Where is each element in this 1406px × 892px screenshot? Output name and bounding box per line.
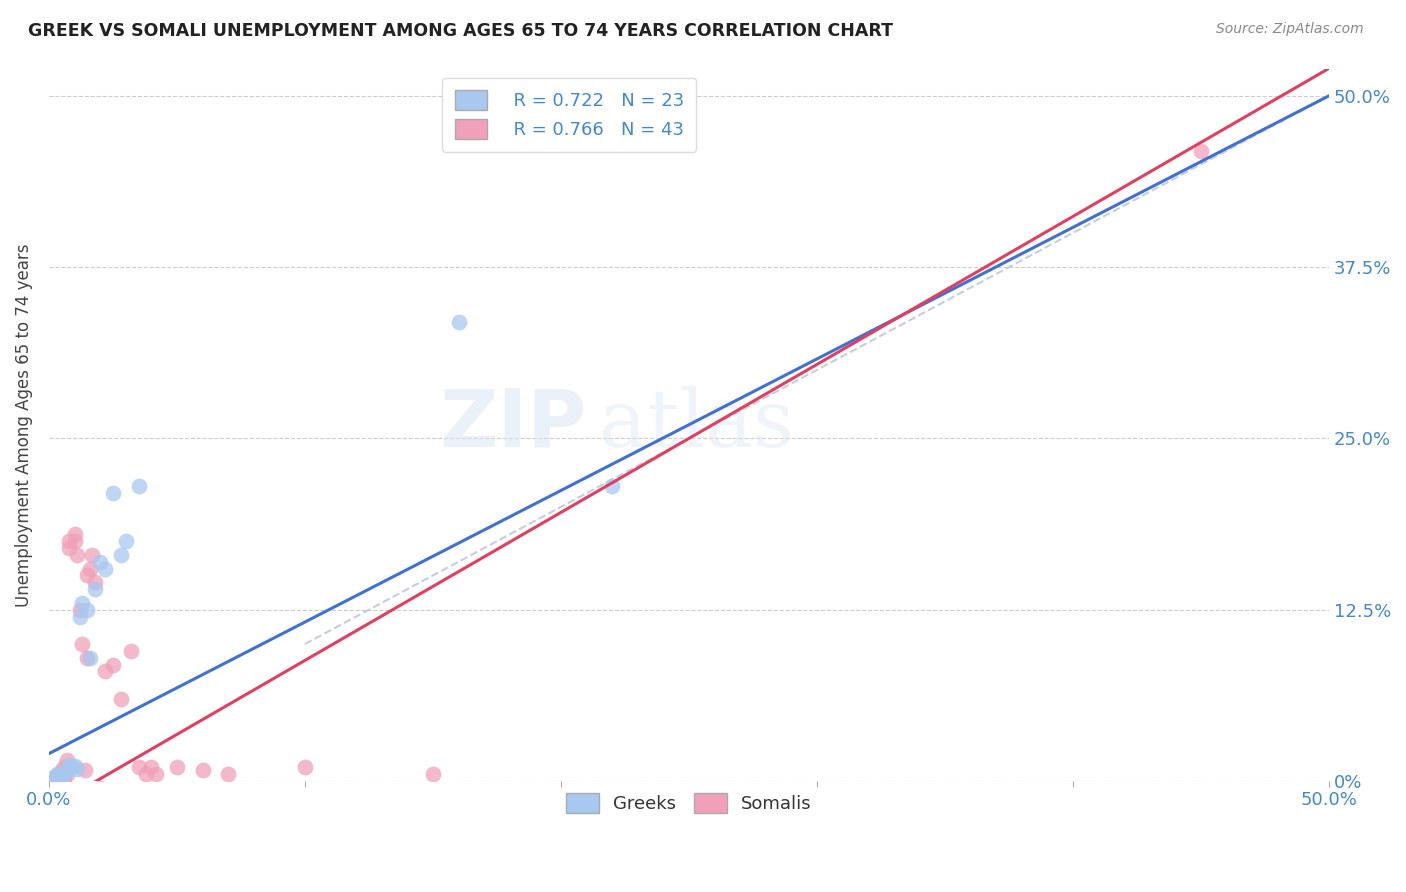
Point bbox=[70, 637, 93, 651]
Point bbox=[1189, 144, 1212, 158]
Point bbox=[94, 665, 117, 679]
Point bbox=[70, 596, 93, 610]
Point bbox=[600, 479, 623, 493]
Point bbox=[447, 315, 470, 329]
Point bbox=[94, 561, 117, 575]
Point bbox=[58, 541, 80, 555]
Point bbox=[63, 759, 86, 773]
Point bbox=[51, 763, 73, 777]
Point bbox=[51, 768, 73, 782]
Point bbox=[48, 777, 70, 791]
Point bbox=[101, 657, 124, 672]
Point bbox=[76, 650, 98, 665]
Point bbox=[53, 760, 76, 774]
Point bbox=[69, 603, 91, 617]
Point bbox=[53, 765, 76, 780]
Point bbox=[128, 479, 150, 493]
Point bbox=[128, 760, 150, 774]
Point bbox=[41, 780, 63, 795]
Text: atlas: atlas bbox=[599, 385, 794, 464]
Point bbox=[76, 603, 98, 617]
Point bbox=[48, 771, 70, 785]
Point bbox=[294, 760, 316, 774]
Point bbox=[45, 767, 67, 781]
Point bbox=[79, 650, 101, 665]
Point bbox=[135, 767, 157, 781]
Point bbox=[56, 754, 79, 768]
Point bbox=[73, 763, 96, 777]
Point bbox=[422, 767, 444, 781]
Point bbox=[56, 763, 79, 777]
Text: GREEK VS SOMALI UNEMPLOYMENT AMONG AGES 65 TO 74 YEARS CORRELATION CHART: GREEK VS SOMALI UNEMPLOYMENT AMONG AGES … bbox=[28, 22, 893, 40]
Point bbox=[84, 582, 107, 597]
Point bbox=[191, 763, 214, 777]
Point bbox=[84, 575, 107, 590]
Point bbox=[45, 770, 67, 784]
Point bbox=[48, 767, 70, 781]
Point bbox=[79, 561, 101, 575]
Point bbox=[63, 534, 86, 549]
Point bbox=[66, 762, 89, 776]
Point bbox=[76, 568, 98, 582]
Point bbox=[101, 486, 124, 500]
Text: Source: ZipAtlas.com: Source: ZipAtlas.com bbox=[1216, 22, 1364, 37]
Text: ZIP: ZIP bbox=[439, 385, 586, 464]
Point bbox=[60, 760, 83, 774]
Point bbox=[51, 780, 73, 795]
Point bbox=[217, 767, 239, 781]
Y-axis label: Unemployment Among Ages 65 to 74 years: Unemployment Among Ages 65 to 74 years bbox=[15, 243, 32, 607]
Point bbox=[110, 548, 132, 562]
Point bbox=[69, 609, 91, 624]
Point bbox=[60, 760, 83, 774]
Point bbox=[145, 767, 167, 781]
Point bbox=[58, 534, 80, 549]
Point bbox=[120, 644, 142, 658]
Point bbox=[114, 534, 136, 549]
Point bbox=[166, 760, 188, 774]
Point bbox=[42, 785, 65, 799]
Legend: Greeks, Somalis: Greeks, Somalis bbox=[554, 780, 824, 825]
Point bbox=[89, 780, 111, 795]
Point bbox=[89, 555, 111, 569]
Point bbox=[110, 691, 132, 706]
Point bbox=[56, 767, 79, 781]
Point bbox=[42, 770, 65, 784]
Point bbox=[45, 778, 67, 792]
Point bbox=[58, 757, 80, 772]
Point bbox=[63, 527, 86, 541]
Point bbox=[141, 760, 163, 774]
Point bbox=[82, 548, 104, 562]
Point bbox=[53, 774, 76, 789]
Point bbox=[114, 788, 136, 802]
Point bbox=[66, 548, 89, 562]
Point bbox=[42, 774, 65, 789]
